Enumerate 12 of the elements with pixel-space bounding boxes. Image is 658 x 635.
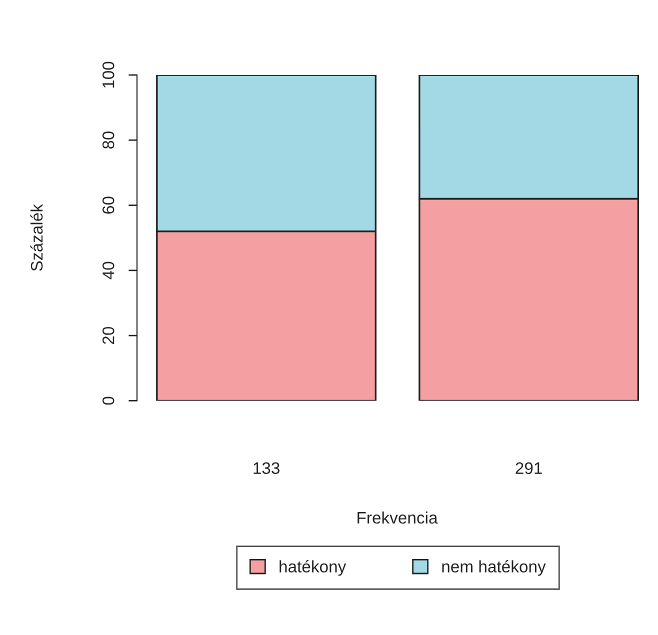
x-tick-label: 133 (254, 462, 280, 474)
x-axis-title: Frekvencia (358, 511, 438, 524)
y-tick-label: 100 (102, 62, 114, 88)
y-tick-label: 0 (102, 396, 114, 405)
legend-label: nem hatékony (442, 560, 546, 576)
y-tick-label: 80 (102, 132, 114, 149)
y-axis-title: Százalék (30, 204, 43, 271)
y-tick-label: 40 (102, 262, 114, 280)
x-tick-label: 291 (516, 462, 542, 474)
y-tick-label: 60 (102, 196, 114, 214)
legend-label: hatékony (280, 560, 346, 576)
y-tick-label: 20 (102, 326, 114, 344)
